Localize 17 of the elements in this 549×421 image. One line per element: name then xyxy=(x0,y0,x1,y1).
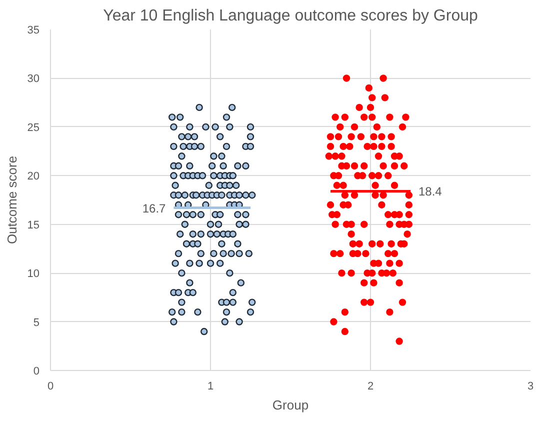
annotation: 18.4 xyxy=(418,184,442,199)
y-tick-label: 25 xyxy=(27,122,40,134)
x-tick-label: 1 xyxy=(207,380,214,392)
chart-title: Year 10 English Language outcome scores by Group xyxy=(103,8,478,24)
y-tick-label: 20 xyxy=(27,170,40,183)
y-tick-label: 35 xyxy=(27,24,40,36)
y-tick-label: 5 xyxy=(33,316,40,329)
x-axis-title: Group xyxy=(272,398,309,412)
y-axis-title: Outcome score xyxy=(4,156,20,244)
y-tick-label: 15 xyxy=(27,219,40,232)
annotation: 16.7 xyxy=(142,201,166,216)
x-tick-label: 3 xyxy=(527,380,534,392)
x-tick-label: 2 xyxy=(367,380,374,392)
y-tick-label: 30 xyxy=(27,73,40,86)
y-tick-label: 10 xyxy=(27,268,40,280)
x-tick-label: 0 xyxy=(47,380,54,392)
y-tick-label: 0 xyxy=(33,366,40,378)
